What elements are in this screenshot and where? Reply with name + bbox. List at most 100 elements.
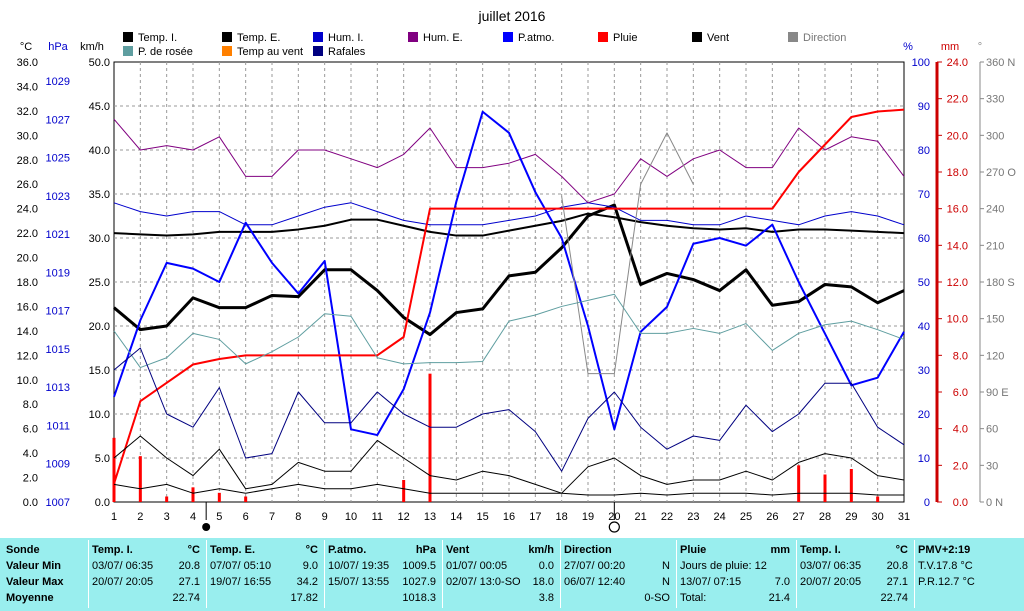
x-tick-label: 25 — [740, 511, 752, 523]
x-tick-label: 15 — [477, 511, 489, 523]
x-tick-label: 1 — [111, 511, 117, 523]
hpa-tick-label: 1017 — [46, 306, 70, 318]
mm-tick-label: 8.0 — [953, 350, 968, 362]
summary-row-label: Valeur Min — [6, 560, 62, 572]
x-tick-label: 16 — [503, 511, 515, 523]
temp_c-tick-label: 32.0 — [17, 106, 38, 118]
legend-swatch — [408, 32, 418, 42]
x-tick-label: 23 — [687, 511, 699, 523]
summary-block: P.atmo. hPa 10/07/ 19:35 1009.5 15/07/ 13:55… — [328, 542, 440, 610]
summary-cell-row — [918, 590, 1022, 606]
legend-swatch — [313, 32, 323, 42]
hpa-tick-label: 1023 — [46, 191, 70, 203]
summary-separator — [560, 540, 561, 608]
summary-cell-row: 10/07/ 19:35 1009.5 — [328, 558, 440, 574]
summary-cell-label: 02/07/ 13:0-SO — [446, 576, 521, 588]
series-lines — [113, 108, 905, 496]
kmh-tick-label: 35.0 — [89, 189, 110, 201]
deg-tick-label: 330 — [986, 94, 1004, 106]
x-tick-label: 19 — [582, 511, 594, 523]
hpa-tick-label: 1027 — [46, 114, 70, 126]
series-line-temp-e- — [113, 203, 905, 337]
summary-block-header: Temp. E. °C — [210, 542, 322, 558]
mm-tick-label: 2.0 — [953, 460, 968, 472]
kmh-tick-label: 40.0 — [89, 145, 110, 157]
summary-cell-row: Jours de pluie: 12 — [680, 558, 794, 574]
temp_c-tick-label: 0.0 — [23, 497, 38, 509]
pct-tick-label: 80 — [918, 145, 930, 157]
mm-tick-label: 14.0 — [947, 240, 968, 252]
mm-tick-label: 18.0 — [947, 167, 968, 179]
full-moon-icon — [608, 521, 620, 533]
legend-label: Pluie — [613, 32, 637, 44]
hpa-tick-label: 1013 — [46, 382, 70, 394]
summary-row-label: Valeur Max — [6, 576, 64, 588]
x-tick-label: 7 — [269, 511, 275, 523]
summary-cell-row: 03/07/ 06:35 20.8 — [800, 558, 912, 574]
x-tick-label: 2 — [137, 511, 143, 523]
deg-tick-label: 270 O — [986, 167, 1016, 179]
summary-cell-value: 18.0 — [532, 576, 554, 588]
kmh-tick-label: 0.0 — [95, 497, 110, 509]
summary-block: Pluie mm Jours de pluie: 12 13/07/ 07:15 7.0… — [680, 542, 794, 610]
new-moon-icon — [202, 523, 211, 531]
pct-tick-label: 50 — [918, 277, 930, 289]
summary-cell-row: 02/07/ 13:0-SO 18.0 — [446, 574, 558, 590]
legend-label: Vent — [707, 32, 729, 44]
summary-cell-row: 0-SO — [564, 590, 674, 606]
pct-tick-label: 100 — [912, 57, 930, 69]
x-tick-label: 8 — [295, 511, 301, 523]
x-tick-label: 27 — [793, 511, 805, 523]
legend-label: Temp. E. — [237, 32, 280, 44]
series-line-temp-i- — [113, 212, 905, 237]
x-tick-label: 11 — [372, 511, 383, 523]
kmh-tick-label: 50.0 — [89, 57, 110, 69]
hpa-tick-label: 1025 — [46, 153, 70, 165]
mm-tick-label: 10.0 — [947, 314, 968, 326]
series-line-vent-moyen — [113, 435, 905, 494]
deg-tick-label: 300 — [986, 130, 1004, 142]
series-line-direction — [561, 132, 694, 375]
summary-cell-row: 13/07/ 07:15 7.0 — [680, 574, 794, 590]
x-tick-label: 17 — [529, 511, 541, 523]
summary-block-unit: mm — [770, 544, 790, 556]
summary-cell-value: 22.74 — [172, 592, 200, 604]
temp_c-tick-label: 34.0 — [17, 81, 38, 93]
summary-block-unit: °C — [187, 544, 200, 556]
summary-separator — [796, 540, 797, 608]
temp_c-tick-label: 22.0 — [17, 228, 38, 240]
deg-tick-label: 30 — [986, 460, 998, 472]
weather-chart: 1 2 3 4 5 6 7 8 9 10 11 12 13 14 15 16 17 18 19 20 21 22 23 24 2… — [17, 8, 1016, 533]
rain-bar — [138, 456, 142, 502]
summary-block-header: Temp. I. °C — [92, 542, 204, 558]
summary-block: PMV+2:19 T.V.17.8 °C P.R.12.7 °C — [918, 542, 1022, 610]
legend-label: Hum. I. — [328, 32, 363, 44]
pct-tick-label: 70 — [918, 189, 930, 201]
summary-cell-value: 0-SO — [644, 592, 670, 604]
pct-tick-label: 90 — [918, 101, 930, 113]
deg-tick-label: 0 N — [986, 497, 1003, 509]
x-tick-label: 13 — [424, 511, 436, 523]
x-tick-label: 26 — [766, 511, 778, 523]
summary-cell-row: 07/07/ 05:10 9.0 — [210, 558, 322, 574]
x-tick-label: 4 — [190, 511, 196, 523]
legend-swatch — [692, 32, 702, 42]
legend-swatch — [123, 46, 133, 56]
deg-tick-label: 180 S — [986, 277, 1015, 289]
mm-tick-label: 16.0 — [947, 204, 968, 216]
kmh-tick-label: 15.0 — [89, 365, 110, 377]
summary-cell-value: 1018.3 — [402, 592, 436, 604]
summary-cell-row: 20/07/ 20:05 27.1 — [92, 574, 204, 590]
temp_c-tick-label: 30.0 — [17, 130, 38, 142]
legend-swatch — [222, 46, 232, 56]
summary-block-header: Vent km/h — [446, 542, 558, 558]
temp_c-tick-label: 8.0 — [23, 399, 38, 411]
summary-cell-label: 15/07/ 13:55 — [328, 576, 390, 588]
legend-swatch — [222, 32, 232, 42]
summary-cell-value: 1009.5 — [402, 560, 436, 572]
summary-cell-row: 27/07/ 00:20 N — [564, 558, 674, 574]
deg-tick-label: 240 — [986, 204, 1004, 216]
x-tick-label: 10 — [345, 511, 357, 523]
series-line-pluie — [113, 108, 905, 484]
summary-block-title: Temp. E. — [210, 544, 256, 556]
